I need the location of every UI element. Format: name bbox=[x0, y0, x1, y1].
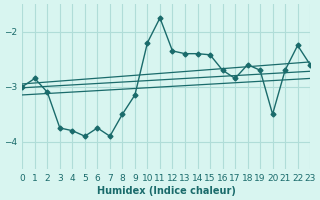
X-axis label: Humidex (Indice chaleur): Humidex (Indice chaleur) bbox=[97, 186, 236, 196]
